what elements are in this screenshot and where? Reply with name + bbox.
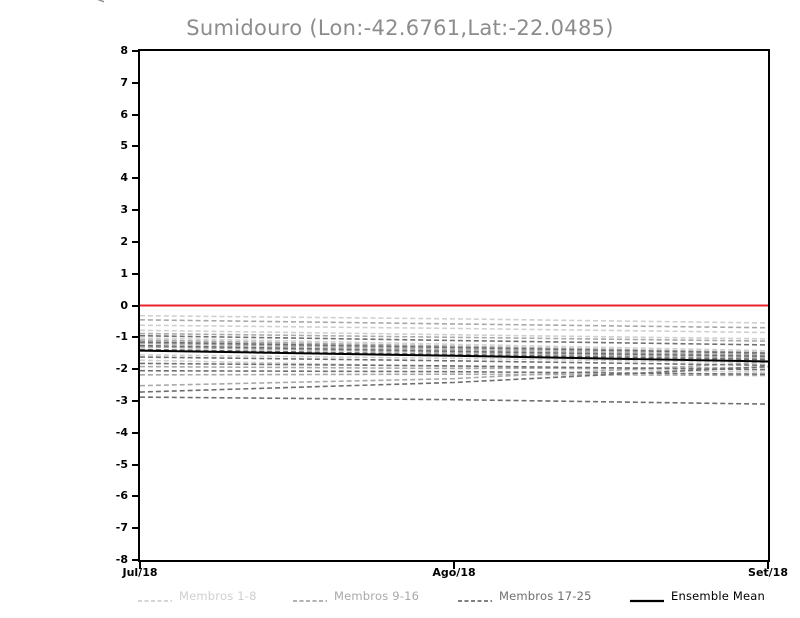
y-tick-mark — [132, 463, 139, 466]
legend-swatch-icon — [458, 591, 492, 602]
legend-label: Ensemble Mean — [671, 589, 765, 603]
y-tick-label: 1 — [120, 266, 128, 280]
x-tick-mark — [767, 562, 769, 569]
legend-label: Membros 1-8 — [179, 589, 257, 603]
ensemble-mean-line — [140, 349, 768, 363]
chart-legend: Membros 1-8 Membros 9-16 Membros 17-25 Ense… — [138, 586, 770, 606]
y-tick-label: 8 — [120, 44, 128, 57]
y-tick-mark — [132, 336, 139, 339]
y-tick-label: 3 — [120, 203, 128, 217]
x-tick-label: Set/18 — [748, 566, 788, 579]
legend-item[interactable]: Membros 1-8 — [138, 589, 257, 603]
ensemble-member-line — [140, 373, 768, 377]
ensemble-member-line — [140, 396, 768, 405]
legend-item[interactable]: Membros 17-25 — [458, 589, 592, 603]
ensemble-member-line — [140, 369, 768, 376]
ensemble-member-line — [140, 337, 768, 352]
y-tick-label: -8 — [115, 553, 128, 566]
y-tick-mark — [132, 209, 139, 212]
y-tick-mark — [132, 177, 139, 180]
ensemble-member-line — [140, 329, 768, 340]
y-tick-label: -4 — [115, 425, 128, 439]
y-tick-label: 0 — [120, 298, 128, 312]
legend-label: Membros 9-16 — [334, 589, 420, 603]
ensemble-member-line — [140, 361, 768, 387]
ensemble-member-line — [140, 365, 768, 393]
y-tick-label: -2 — [115, 362, 128, 376]
legend-swatch-icon — [138, 591, 172, 602]
y-tick-label: -7 — [115, 521, 128, 535]
y-tick-mark — [132, 81, 139, 84]
plot-area — [138, 49, 770, 562]
y-tick-label: -1 — [115, 330, 128, 344]
y-tick-mark — [132, 240, 139, 243]
y-tick-mark — [132, 431, 139, 434]
ensemble-member-line — [140, 332, 768, 342]
ensemble-member-line — [140, 362, 768, 371]
ensemble-member-line — [140, 344, 768, 358]
y-tick-label: -5 — [115, 457, 128, 471]
ensemble-member-line — [140, 319, 768, 329]
y-tick-mark — [132, 304, 139, 307]
x-tick-mark — [453, 562, 455, 569]
y-tick-mark — [132, 399, 139, 402]
y-tick-mark — [132, 50, 139, 52]
legend-item[interactable]: Ensemble Mean — [630, 589, 765, 603]
page-title: Sumidouro (Lon:-42.6761,Lat:-22.0485) — [186, 16, 614, 40]
y-tick-label: 6 — [120, 107, 128, 121]
ensemble-member-line — [140, 324, 768, 334]
ensemble-member-line — [140, 346, 768, 360]
y-tick-label: -3 — [115, 393, 128, 407]
y-tick-mark — [132, 145, 139, 148]
ensemble-member-line — [140, 341, 768, 355]
y-tick-mark — [132, 113, 139, 116]
legend-item[interactable]: Membros 9-16 — [293, 589, 419, 603]
ensemble-member-line — [140, 339, 768, 354]
ensemble-member-line — [140, 334, 768, 346]
y-tick-mark — [132, 272, 139, 275]
x-tick-mark — [139, 562, 141, 569]
y-tick-label: 7 — [120, 75, 128, 89]
ensemble-member-line — [140, 342, 768, 356]
legend-swatch-icon — [293, 591, 327, 602]
y-tick-label: 2 — [120, 234, 128, 248]
y-tick-mark — [132, 527, 139, 530]
y-tick-mark — [132, 559, 139, 561]
legend-label: Membros 17-25 — [499, 589, 592, 603]
y-tick-label: 4 — [120, 171, 128, 185]
y-tick-label: -6 — [115, 489, 128, 503]
x-tick-label: Ago/18 — [432, 566, 476, 579]
y-tick-label: 5 — [120, 139, 128, 153]
ensemble-member-line — [140, 348, 768, 361]
y-tick-mark — [132, 495, 139, 498]
y-tick-mark — [132, 368, 139, 371]
ensemble-member-line — [140, 354, 768, 364]
ensemble-member-line — [140, 314, 768, 324]
ensemble-member-line — [140, 365, 768, 370]
x-tick-label: Jul/18 — [122, 566, 158, 579]
ensemble-member-line — [140, 356, 768, 367]
ensemble-lines-svg — [140, 304, 768, 405]
legend-swatch-icon — [630, 591, 664, 603]
